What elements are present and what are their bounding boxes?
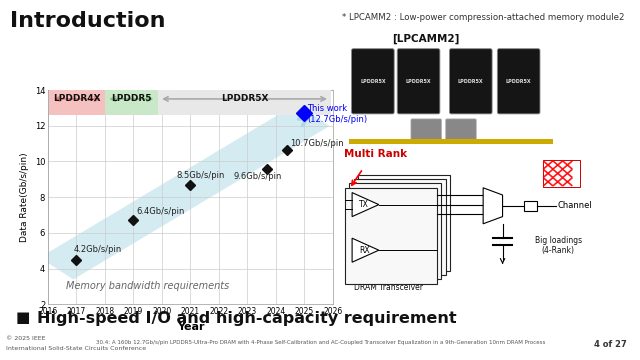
- Text: TX: TX: [359, 200, 369, 209]
- Text: 6.4Gb/s/pin: 6.4Gb/s/pin: [136, 207, 185, 216]
- FancyBboxPatch shape: [49, 83, 105, 115]
- Text: 4 of 27: 4 of 27: [595, 340, 627, 349]
- Text: High-speed I/O and high-capacity requirement: High-speed I/O and high-capacity require…: [37, 311, 457, 327]
- Text: This work
(12.7Gb/s/pin): This work (12.7Gb/s/pin): [307, 104, 367, 124]
- FancyBboxPatch shape: [157, 83, 332, 115]
- Text: Big loadings
(4-Rank): Big loadings (4-Rank): [535, 236, 582, 255]
- Text: Channel: Channel: [557, 201, 592, 210]
- Polygon shape: [352, 238, 379, 262]
- Text: © 2025 IEEE: © 2025 IEEE: [6, 336, 46, 341]
- Text: LPDDR5: LPDDR5: [111, 94, 152, 103]
- Y-axis label: Data Rate(Gb/s/pin): Data Rate(Gb/s/pin): [20, 152, 29, 242]
- Text: LPDDR5X: LPDDR5X: [221, 94, 268, 103]
- Text: LPDDR5X: LPDDR5X: [406, 79, 431, 84]
- FancyBboxPatch shape: [105, 83, 157, 115]
- FancyBboxPatch shape: [411, 119, 442, 142]
- FancyBboxPatch shape: [345, 188, 437, 284]
- Text: RX: RX: [359, 246, 369, 255]
- Text: LPDDR5X: LPDDR5X: [360, 79, 386, 84]
- Bar: [349, 139, 554, 148]
- FancyBboxPatch shape: [358, 175, 450, 271]
- FancyBboxPatch shape: [353, 179, 446, 275]
- Text: [LPCAMM2]: [LPCAMM2]: [392, 34, 460, 45]
- Bar: [543, 160, 580, 186]
- Text: International Solid-State Circuits Conference: International Solid-State Circuits Confe…: [6, 346, 147, 351]
- Text: Multi Rank: Multi Rank: [344, 149, 407, 159]
- Text: 30.4: A 160b 12.7Gb/s/pin LPDDR5-Ultra-Pro DRAM with 4-Phase Self-Calibration an: 30.4: A 160b 12.7Gb/s/pin LPDDR5-Ultra-P…: [96, 340, 545, 345]
- Text: ■: ■: [16, 310, 30, 325]
- Text: LPDDR5X: LPDDR5X: [458, 79, 484, 84]
- FancyBboxPatch shape: [397, 49, 440, 114]
- FancyBboxPatch shape: [349, 184, 442, 279]
- Bar: [524, 201, 536, 211]
- Text: 8.5Gb/s/pin: 8.5Gb/s/pin: [176, 171, 225, 180]
- Bar: [375, 142, 527, 151]
- FancyBboxPatch shape: [351, 49, 394, 114]
- FancyBboxPatch shape: [445, 119, 476, 142]
- Text: 9.6Gb/s/pin: 9.6Gb/s/pin: [233, 172, 282, 181]
- Text: DRAM Transceiver: DRAM Transceiver: [354, 283, 423, 292]
- Text: * LPCAMM2 : Low-power compression-attached memory module2: * LPCAMM2 : Low-power compression-attach…: [342, 13, 625, 22]
- FancyBboxPatch shape: [497, 49, 540, 114]
- X-axis label: Year: Year: [177, 321, 204, 332]
- Text: 4.2Gb/s/pin: 4.2Gb/s/pin: [74, 245, 122, 254]
- Polygon shape: [352, 193, 379, 217]
- Polygon shape: [40, 104, 330, 279]
- Text: Memory bandwidth requirements: Memory bandwidth requirements: [66, 282, 229, 291]
- FancyBboxPatch shape: [449, 49, 492, 114]
- Text: LPDDR5X: LPDDR5X: [506, 79, 531, 84]
- Text: 10.7Gb/s/pin: 10.7Gb/s/pin: [290, 139, 344, 148]
- Text: Introduction: Introduction: [10, 11, 165, 31]
- Text: LPDDR4X: LPDDR4X: [53, 94, 101, 103]
- Polygon shape: [483, 188, 502, 224]
